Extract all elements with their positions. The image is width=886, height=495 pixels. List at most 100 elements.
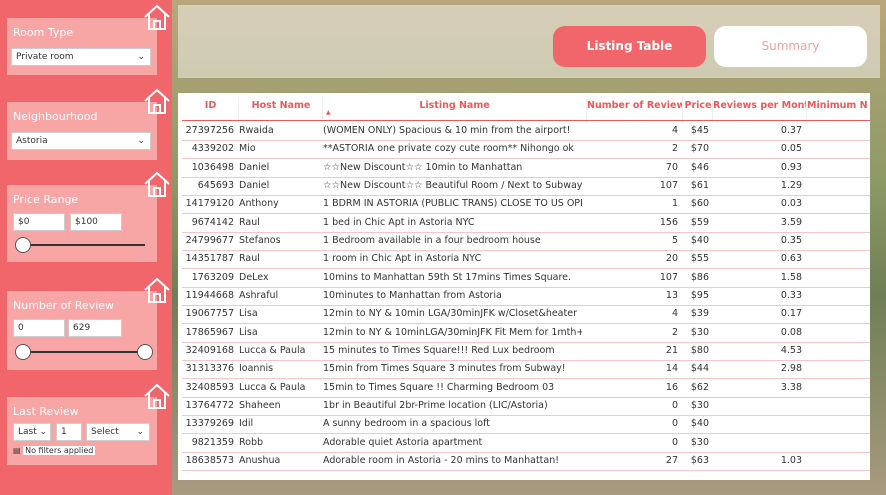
house-icon — [144, 383, 170, 409]
row-line — [182, 286, 870, 288]
filter-panel: Price Range $0 $100 — [7, 171, 170, 262]
top-bar: Listing Table Summary — [178, 5, 880, 78]
slider-knob[interactable] — [15, 237, 31, 253]
table-cell: Mio — [239, 143, 256, 155]
dropdown[interactable]: Private room ⌄ — [11, 48, 151, 66]
dropdown-value: Private room — [16, 52, 74, 62]
table-cell: 2.98 — [780, 363, 802, 375]
column-header: ID — [204, 100, 217, 111]
table-cell: 0 — [671, 399, 678, 411]
table-cell: $30 — [690, 399, 709, 411]
row-line — [182, 433, 870, 435]
table-cell: 15min to Times Square !! Charming Bedroo… — [323, 381, 555, 393]
dropdown-value: Last — [18, 427, 37, 437]
row-line — [182, 176, 870, 178]
table-cell: 0.05 — [780, 143, 802, 155]
table-cell: Lucca & Paula — [239, 381, 306, 393]
row-line — [182, 304, 870, 306]
table-cell: 10minutes to Manhattan from Astoria — [323, 289, 502, 301]
column-divider — [682, 97, 683, 123]
table-cell: 14179120 — [185, 198, 234, 210]
column-divider — [712, 97, 713, 123]
table-cell: 1 BDRM IN ASTORIA (PUBLIC TRANS) CLOSE T… — [323, 198, 582, 210]
filter-title: Price Range — [13, 193, 79, 206]
table-cell: 31313376 — [185, 363, 234, 375]
table-cell: 70 — [665, 161, 678, 173]
tab-button[interactable]: Summary — [714, 26, 867, 67]
range-min[interactable]: $0 — [13, 213, 65, 231]
table-cell: 19067757 — [185, 308, 234, 320]
table-cell: 0 — [671, 436, 678, 448]
table-cell: Anthony — [239, 198, 279, 210]
table-cell: DeLex — [239, 271, 269, 283]
table-cell: 1 bed in Chic Apt in Astoria NYC — [323, 216, 475, 228]
table-cell: 9674142 — [191, 216, 234, 228]
dropdown[interactable]: Astoria ⌄ — [11, 132, 151, 150]
table-cell: 13379269 — [185, 418, 234, 430]
filter-panel: Number of Review 0 629 — [7, 277, 170, 370]
table-cell: 0.63 — [780, 253, 802, 265]
table-cell: $44 — [690, 363, 709, 375]
range-max[interactable]: $100 — [70, 213, 122, 231]
table-cell: 4 — [671, 125, 678, 136]
dropdown[interactable]: Select ⌄ — [86, 423, 150, 441]
table-cell: 1.58 — [780, 271, 802, 283]
table-cell: 13764772 — [185, 399, 234, 411]
table-cell: 2 — [671, 326, 678, 338]
table-cell: 1.03 — [780, 454, 802, 466]
table-cell: 107 — [659, 179, 678, 191]
table-cell: 156 — [659, 216, 678, 228]
table-cell: 1 Bedroom available in a four bedroom ho… — [323, 234, 541, 246]
dropdown[interactable]: Last ⌄ — [13, 423, 51, 441]
table-cell: $40 — [690, 418, 709, 430]
sort-indicator: ▲ — [326, 109, 331, 116]
table-cell: 32409168 — [185, 344, 234, 356]
table-cell: $30 — [690, 326, 709, 338]
table-cell: ☆☆New Discount☆☆ Beautiful Room / Next t… — [323, 179, 582, 191]
table-cell: Lisa — [239, 308, 258, 320]
row-line — [182, 249, 870, 251]
table-cell: 1036498 — [191, 161, 234, 173]
house-icon — [144, 88, 170, 114]
count-input[interactable]: 1 — [56, 423, 82, 441]
filter-panel: Room Type Private room ⌄ — [7, 4, 170, 75]
table-cell: 10mins to Manhattan 59th St 17mins Times… — [323, 271, 572, 283]
listing-table: ID Host Name Listing Name Number of Reviews… — [178, 93, 870, 480]
slider-knob[interactable] — [137, 344, 153, 360]
table-cell: $55 — [690, 253, 709, 265]
house-icon — [144, 4, 170, 30]
table-cell: 0 — [671, 418, 678, 430]
table-cell: Idil — [239, 418, 254, 430]
table-cell: 18638573 — [185, 454, 234, 466]
table-cell: 12min to NY & 10min LGA/30minJFK w/Close… — [323, 308, 577, 320]
slider-knob[interactable] — [15, 344, 31, 360]
range-max[interactable]: 629 — [68, 319, 122, 337]
table-cell: 0.03 — [780, 198, 802, 210]
table-cell: 12min to NY & 10minLGA/30minJFK Fit Mem … — [323, 326, 582, 338]
row-line — [182, 213, 870, 215]
row-line — [182, 323, 870, 325]
row-line — [182, 341, 870, 343]
row-line — [182, 231, 870, 233]
row-line — [182, 396, 870, 398]
table-cell: 4.53 — [780, 344, 802, 356]
column-header: Host Name — [251, 100, 311, 111]
table-cell: Lucca & Paula — [239, 344, 306, 356]
table-cell: ☆☆New Discount☆☆ 10min to Manhattan — [323, 161, 523, 173]
range-min[interactable]: 0 — [13, 319, 65, 337]
column-divider — [586, 97, 587, 123]
table-cell: Rwaida — [239, 125, 274, 136]
table-cell: $40 — [690, 234, 709, 246]
filter-panel: Last Review Last ⌄ 1 Select ⌄ ▤ No filters… — [7, 383, 170, 465]
table-cell: 17865967 — [185, 326, 234, 338]
table-cell: 24799677 — [185, 234, 234, 246]
row-line — [182, 378, 870, 380]
column-divider — [322, 97, 323, 123]
sidebar: Room Type Private room ⌄ Neighbourhood As… — [0, 0, 172, 495]
table-cell: 14351787 — [185, 253, 234, 265]
table-cell: 0.37 — [780, 125, 802, 136]
table-cell: Stefanos — [239, 234, 281, 246]
column-header: Number of Reviews — [587, 100, 682, 111]
tab-button[interactable]: Listing Table — [553, 26, 706, 67]
row-line — [182, 359, 870, 361]
